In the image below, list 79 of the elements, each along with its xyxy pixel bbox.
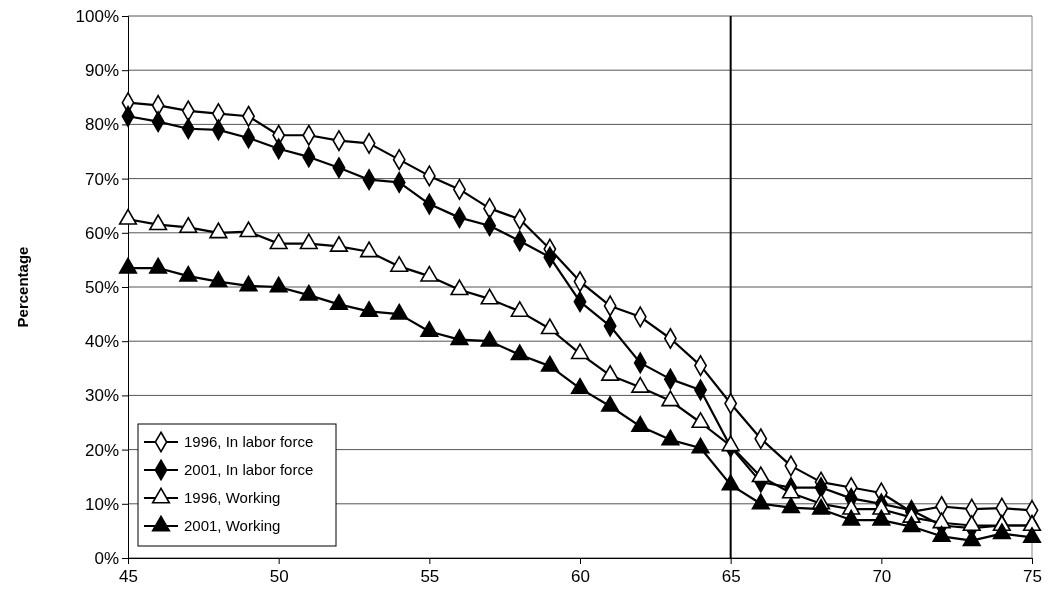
point	[118, 257, 138, 274]
point	[299, 284, 318, 301]
point	[209, 271, 228, 288]
x-tick-label: 60	[571, 567, 590, 587]
point	[149, 257, 168, 274]
point	[631, 376, 650, 393]
point	[631, 415, 650, 432]
legend-label: 2001, Working	[184, 517, 281, 534]
point	[661, 429, 680, 446]
point	[902, 516, 921, 533]
y-tick-label: 20%	[84, 440, 119, 460]
point	[269, 276, 288, 293]
x-tick-label: 75	[1023, 567, 1042, 587]
point	[601, 395, 620, 412]
point	[390, 255, 409, 273]
point	[962, 530, 981, 547]
point	[359, 241, 379, 258]
point	[329, 293, 349, 310]
point	[239, 275, 258, 292]
point	[329, 235, 349, 252]
point	[450, 279, 469, 296]
point	[691, 437, 710, 454]
legend-label: 1996, Working	[184, 489, 281, 506]
point	[932, 512, 951, 529]
point	[480, 330, 499, 347]
point	[450, 329, 469, 346]
point	[209, 222, 228, 239]
y-tick-label: 0%	[94, 548, 119, 568]
y-axis-title: Percentage	[14, 246, 31, 328]
point	[239, 221, 258, 238]
point	[781, 497, 801, 514]
point	[721, 474, 740, 491]
legend-label: 2001, In labor force	[184, 461, 314, 478]
point	[540, 318, 559, 335]
y-tick-label: 80%	[84, 115, 119, 135]
y-tick-label: 60%	[84, 223, 119, 243]
point	[299, 233, 318, 250]
point	[751, 466, 770, 483]
point	[149, 214, 168, 231]
y-tick-label: 40%	[84, 332, 119, 352]
point	[992, 523, 1011, 540]
point	[691, 412, 710, 429]
y-tick-label: 30%	[84, 386, 119, 406]
point	[811, 498, 831, 515]
x-tick-label: 55	[420, 567, 440, 587]
point	[962, 515, 981, 532]
point	[359, 300, 379, 317]
point	[179, 265, 198, 282]
point	[842, 509, 861, 526]
point	[781, 482, 801, 499]
y-tick-label: 10%	[84, 494, 119, 514]
y-tick-label: 100%	[75, 6, 119, 26]
point	[420, 321, 439, 338]
point	[601, 364, 620, 381]
point	[179, 216, 198, 233]
point	[872, 509, 891, 526]
point	[721, 435, 740, 452]
x-tick-label: 65	[721, 567, 741, 587]
y-tick-label: 70%	[84, 169, 119, 189]
point	[269, 233, 288, 250]
y-tick-label: 50%	[84, 277, 119, 297]
point	[420, 265, 439, 282]
point	[510, 300, 529, 317]
point	[118, 208, 138, 225]
point	[661, 390, 680, 407]
x-tick-label: 70	[872, 567, 892, 587]
point	[540, 355, 559, 372]
point	[751, 493, 770, 510]
point	[1022, 526, 1042, 544]
point	[480, 288, 499, 305]
x-tick-label: 45	[119, 567, 138, 587]
point	[390, 303, 409, 320]
point	[510, 344, 529, 361]
point	[570, 343, 590, 360]
point	[932, 525, 951, 542]
y-tick-label: 90%	[84, 61, 119, 81]
point	[570, 377, 590, 394]
legend-label: 1996, In labor force	[184, 433, 314, 450]
x-tick-label: 50	[269, 567, 289, 587]
